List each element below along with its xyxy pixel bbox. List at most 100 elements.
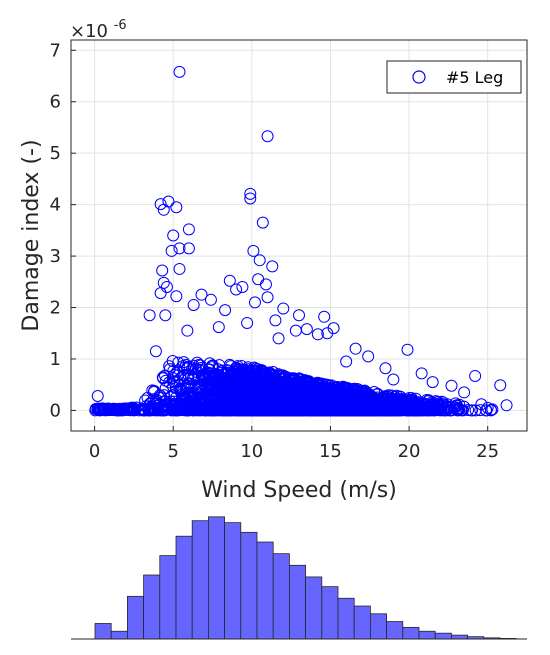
y-exponent-base: ×10 (70, 21, 108, 42)
scatter-point (236, 372, 249, 385)
histogram-bar (207, 516, 225, 640)
scatter-point (287, 377, 300, 390)
data-points (89, 65, 513, 417)
x-ticks: 0 5 10 15 20 25 (89, 426, 499, 462)
scatter-point (341, 382, 354, 395)
scatter-point (354, 394, 367, 407)
scatter-point (355, 402, 368, 415)
scatter-point (401, 343, 414, 356)
scatter-point (486, 403, 499, 416)
legend-label: #5 Leg (446, 68, 503, 87)
scatter-point (91, 390, 104, 403)
scatter-point (258, 393, 271, 406)
scatter-point (165, 244, 178, 257)
scatter-point (187, 298, 200, 311)
histogram (71, 516, 527, 640)
histogram-bar (434, 632, 452, 640)
scatter-point (253, 254, 266, 267)
scatter-point (156, 264, 169, 277)
histogram-bar (143, 574, 161, 640)
scatter-point (261, 291, 274, 304)
scatter-point (431, 396, 444, 409)
scatter-point (224, 369, 237, 382)
scatter-point (379, 404, 392, 417)
grid-lines (71, 40, 527, 431)
scatter-point (372, 397, 385, 410)
scatter-point (445, 404, 458, 417)
scatter-point (277, 404, 290, 417)
scatter-point (318, 310, 331, 323)
scatter-point (327, 322, 340, 335)
histogram-bar (450, 634, 468, 640)
histogram-bar (386, 621, 404, 640)
scatter-point (206, 402, 219, 415)
scatter-point (322, 403, 335, 416)
scatter-point (256, 216, 269, 229)
scatter-point (469, 369, 482, 382)
scatter-point (272, 332, 285, 345)
scatter-point (197, 402, 210, 415)
scatter-point (436, 396, 449, 409)
x-tick-label: 25 (476, 441, 499, 462)
scatter-point (251, 394, 264, 407)
histogram-bar (256, 541, 274, 640)
scatter-point (247, 244, 260, 257)
scatter-point (424, 400, 437, 413)
scatter-point (159, 309, 172, 322)
scatter-point (295, 404, 308, 417)
histogram-bar (240, 531, 258, 640)
scatter-point (297, 401, 310, 414)
scatter-point (190, 366, 203, 379)
histogram-bar (288, 564, 306, 640)
scatter-point (273, 403, 286, 416)
y-tick-label: 4 (50, 195, 61, 216)
scatter-chart: 0 5 10 15 20 25 0 1 2 3 4 5 6 7 ×10 -6 Wind Speed (m… (19, 18, 528, 503)
scatter-point (449, 397, 462, 410)
scatter-point (363, 394, 376, 407)
scatter-point (241, 316, 254, 329)
scatter-point (291, 404, 304, 417)
y-tick-label: 5 (50, 143, 61, 164)
scatter-point (347, 402, 360, 415)
scatter-point (279, 391, 292, 404)
scatter-point (225, 404, 238, 417)
scatter-point (182, 242, 195, 255)
scatter-point (187, 373, 200, 386)
scatter-point (195, 288, 208, 301)
scatter-point (256, 364, 269, 377)
scatter-point (244, 192, 257, 205)
scatter-point (165, 390, 178, 403)
scatter-point (212, 321, 225, 334)
scatter-point (500, 399, 513, 412)
scatter-point (185, 398, 198, 411)
scatter-point (150, 393, 163, 406)
histogram-bar (191, 520, 209, 640)
scatter-point (453, 403, 466, 416)
histogram-bar (224, 522, 242, 640)
legend-marker (412, 70, 426, 84)
scatter-point (401, 401, 414, 414)
scatter-point (157, 203, 170, 216)
legend: #5 Leg (386, 60, 522, 94)
scatter-point (462, 403, 475, 416)
scatter-point (264, 368, 277, 381)
scatter-point (174, 372, 187, 385)
scatter-point (192, 371, 205, 384)
scatter-point (159, 369, 172, 382)
scatter-point (271, 379, 284, 392)
scatter-point (387, 373, 400, 386)
scatter-point (481, 401, 494, 414)
scatter-point (248, 296, 261, 309)
scatter-point (244, 187, 257, 200)
scatter-point (163, 376, 176, 389)
y-tick-label: 1 (50, 349, 61, 370)
scatter-point (295, 377, 308, 390)
scatter-point (206, 361, 219, 374)
scatter-point (230, 283, 243, 296)
scatter-point (339, 401, 352, 414)
y-tick-label: 3 (50, 246, 61, 267)
scatter-point (214, 389, 227, 402)
scatter-point (341, 404, 354, 417)
scatter-point (277, 302, 290, 315)
